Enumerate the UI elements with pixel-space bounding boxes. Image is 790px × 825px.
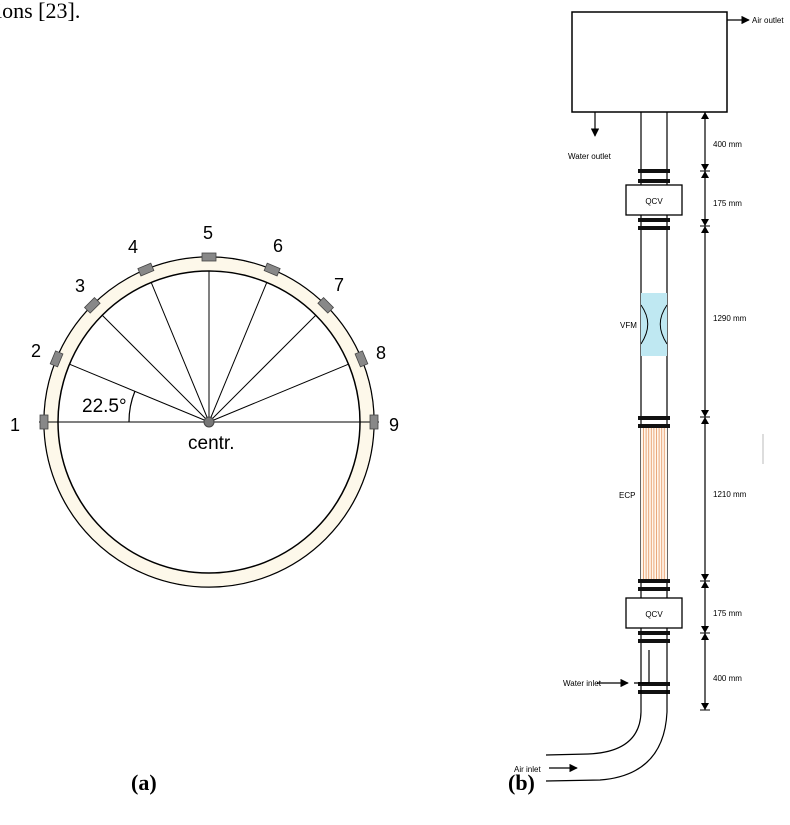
sensor-marker <box>369 414 379 430</box>
dimension-arrow <box>701 703 709 710</box>
dimension-arrow <box>701 226 709 233</box>
air-outlet-label: Air outlet <box>752 16 784 25</box>
separator-tank <box>571 11 728 113</box>
dim-label-2: 175 mm <box>713 199 742 208</box>
dimension-arrow <box>701 164 709 171</box>
sensor-label-3: 3 <box>75 276 85 296</box>
caption-b: (b) <box>508 770 535 795</box>
water-outlet-label: Water outlet <box>568 152 612 161</box>
dimension-arrow <box>701 219 709 226</box>
radial-line <box>69 363 210 423</box>
qcv-bottom-box <box>625 597 683 629</box>
water-inlet-pipe <box>634 650 650 684</box>
sensor-label-9: 9 <box>389 415 399 435</box>
radial-line <box>150 282 210 423</box>
dimension-lines <box>700 111 710 711</box>
ecp-label: ECP <box>619 491 635 500</box>
flange <box>638 587 670 591</box>
air-inlet-pipe-upper <box>545 688 642 756</box>
dimension-arrow <box>701 410 709 417</box>
water-inlet-label: Water inlet <box>563 679 602 688</box>
sensor-label-6: 6 <box>273 236 283 256</box>
sensor-label-5: 5 <box>203 223 213 243</box>
sensor-marker <box>49 350 64 368</box>
radial-line <box>208 282 268 423</box>
angle-label: 22.5° <box>82 396 127 417</box>
radial-line <box>208 363 349 423</box>
air-inlet-label: Air inlet <box>514 765 541 774</box>
dim-label-6: 400 mm <box>713 674 742 683</box>
sensor-marker <box>317 296 335 314</box>
air-inlet-pipe-lower <box>545 688 668 782</box>
caption-a: (a) <box>131 770 157 795</box>
flange <box>638 682 670 686</box>
sensor-label-2: 2 <box>31 341 41 361</box>
flange <box>638 639 670 643</box>
flange <box>638 690 670 694</box>
flange <box>638 631 670 635</box>
sensor-marker <box>137 262 155 277</box>
flange <box>638 424 670 428</box>
flange <box>638 579 670 583</box>
dim-label-1: 400 mm <box>713 140 742 149</box>
radial-line <box>101 314 210 423</box>
dim-label-4: 1210 mm <box>713 490 747 499</box>
flange <box>638 218 670 222</box>
dimension-arrow <box>701 574 709 581</box>
dimension-arrow <box>701 171 709 178</box>
venturi-highlight <box>641 293 667 356</box>
sensor-markers <box>39 252 379 430</box>
sensor-label-4: 4 <box>128 237 138 257</box>
venturi-throat-right <box>659 304 668 345</box>
dimension-arrow <box>701 112 709 119</box>
sensor-marker <box>83 296 101 314</box>
top-text-fragment: ions [23]. <box>0 0 80 23</box>
radial-lines <box>39 271 379 423</box>
venturi-throat-left <box>640 304 649 345</box>
flange <box>638 179 670 183</box>
flange <box>638 169 670 173</box>
qcv-top-box <box>625 184 683 216</box>
pipe-flanges <box>638 169 670 694</box>
center-label: centr. <box>188 433 234 454</box>
sensor-label-8: 8 <box>376 343 386 363</box>
qcv-top-label: QCV <box>645 197 663 206</box>
dimension-arrow <box>701 581 709 588</box>
center-dot <box>203 416 215 428</box>
ecp-electrodes <box>643 428 665 580</box>
flange <box>638 226 670 230</box>
sensor-marker <box>354 350 369 368</box>
dimension-arrow <box>701 633 709 640</box>
dim-label-5: 175 mm <box>713 609 742 618</box>
sensor-label-7: 7 <box>334 275 344 295</box>
dimension-arrow <box>701 626 709 633</box>
sensor-marker <box>201 252 217 262</box>
radial-line <box>208 314 317 423</box>
angle-arc <box>128 390 136 423</box>
dim-label-3: 1290 mm <box>713 314 747 323</box>
panel-b: Air outlet Water outlet QCV VFM ECP QCV … <box>508 11 784 795</box>
panel-a: 22.5° centr. 1 2 3 4 5 6 7 8 9 (a) <box>10 223 399 795</box>
sensor-marker <box>263 262 281 277</box>
dimension-arrow <box>701 417 709 424</box>
sensor-marker <box>39 414 49 430</box>
qcv-bottom-label: QCV <box>645 610 663 619</box>
sensor-label-1: 1 <box>10 415 20 435</box>
flange <box>638 416 670 420</box>
vfm-label: VFM <box>620 321 637 330</box>
